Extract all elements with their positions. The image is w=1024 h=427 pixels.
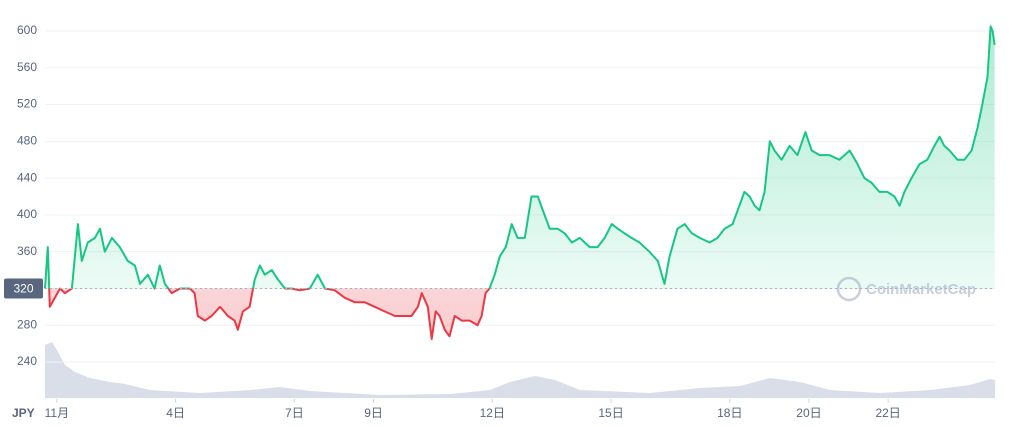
y-tick-label: 360 <box>17 244 37 258</box>
y-tick-label: 560 <box>17 60 37 74</box>
baseline-label: 320 <box>13 282 33 296</box>
x-tick-label: 11月 <box>45 406 69 420</box>
x-tick-label: 20日 <box>796 406 821 420</box>
x-tick-label: 15日 <box>598 406 623 420</box>
y-tick-label: 520 <box>17 97 37 111</box>
x-tick-label: 18日 <box>717 406 742 420</box>
y-tick-label: 440 <box>17 170 37 184</box>
x-tick-label: 22日 <box>875 406 900 420</box>
watermark-text: CoinMarketCap <box>866 281 976 298</box>
x-tick-label: 12日 <box>480 406 505 420</box>
watermark-logo <box>836 276 862 302</box>
area-up <box>45 26 995 289</box>
plot <box>44 25 996 340</box>
x-tick-label: 7日 <box>285 406 304 420</box>
x-tick-label: 4日 <box>166 406 185 420</box>
baseline-badge <box>4 278 43 299</box>
watermark: CoinMarketCap <box>836 276 976 302</box>
price-line-up <box>44 25 996 289</box>
x-tick-label: 9日 <box>364 406 383 420</box>
area-down <box>45 288 490 339</box>
y-tick-label: 480 <box>17 134 37 148</box>
price-line-down <box>44 288 491 340</box>
volume-area <box>45 342 995 398</box>
currency-label: JPY <box>12 406 35 420</box>
y-tick-label: 280 <box>17 317 37 331</box>
y-tick-label: 400 <box>17 207 37 221</box>
y-tick-label: 600 <box>17 23 37 37</box>
y-tick-label: 240 <box>17 354 37 368</box>
